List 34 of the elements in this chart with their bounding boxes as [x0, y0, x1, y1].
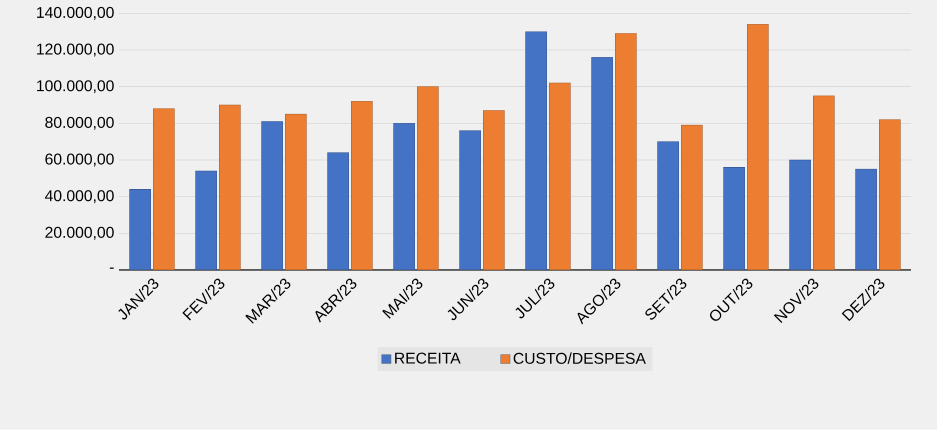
bar — [789, 160, 811, 270]
y-tick-label: 120.000,00 — [37, 44, 114, 57]
y-tick-label: 40.000,00 — [44, 190, 114, 204]
bar — [327, 152, 349, 270]
bar — [813, 96, 835, 270]
bar — [591, 57, 613, 270]
y-tick-label: - — [110, 268, 114, 269]
y-tick-label: 60.000,00 — [45, 154, 114, 167]
bar — [261, 121, 283, 270]
bar — [525, 32, 547, 270]
y-tick-label: 80.000,00 — [45, 116, 114, 130]
bar — [549, 82, 571, 270]
legend-label: CUSTO/DESPESA — [514, 352, 646, 364]
y-tick-label: 20.000,00 — [45, 226, 114, 240]
bar — [855, 168, 877, 270]
y-tick-label: 100.000,00 — [37, 80, 114, 94]
bar — [153, 108, 175, 270]
bar — [285, 114, 307, 270]
bar — [747, 24, 769, 270]
bar — [219, 104, 241, 270]
bar — [723, 167, 745, 270]
bar — [879, 119, 901, 270]
bar — [615, 33, 637, 270]
y-tick-label: 140.000,00 — [37, 6, 114, 20]
bar — [393, 123, 415, 270]
bar — [417, 86, 439, 270]
bar — [657, 141, 679, 270]
legend-label: RECEITA — [395, 352, 461, 364]
bar — [129, 189, 151, 270]
bar — [681, 124, 703, 270]
bar — [483, 110, 505, 270]
bar — [459, 130, 481, 270]
bar — [195, 170, 217, 270]
bar — [351, 101, 373, 270]
